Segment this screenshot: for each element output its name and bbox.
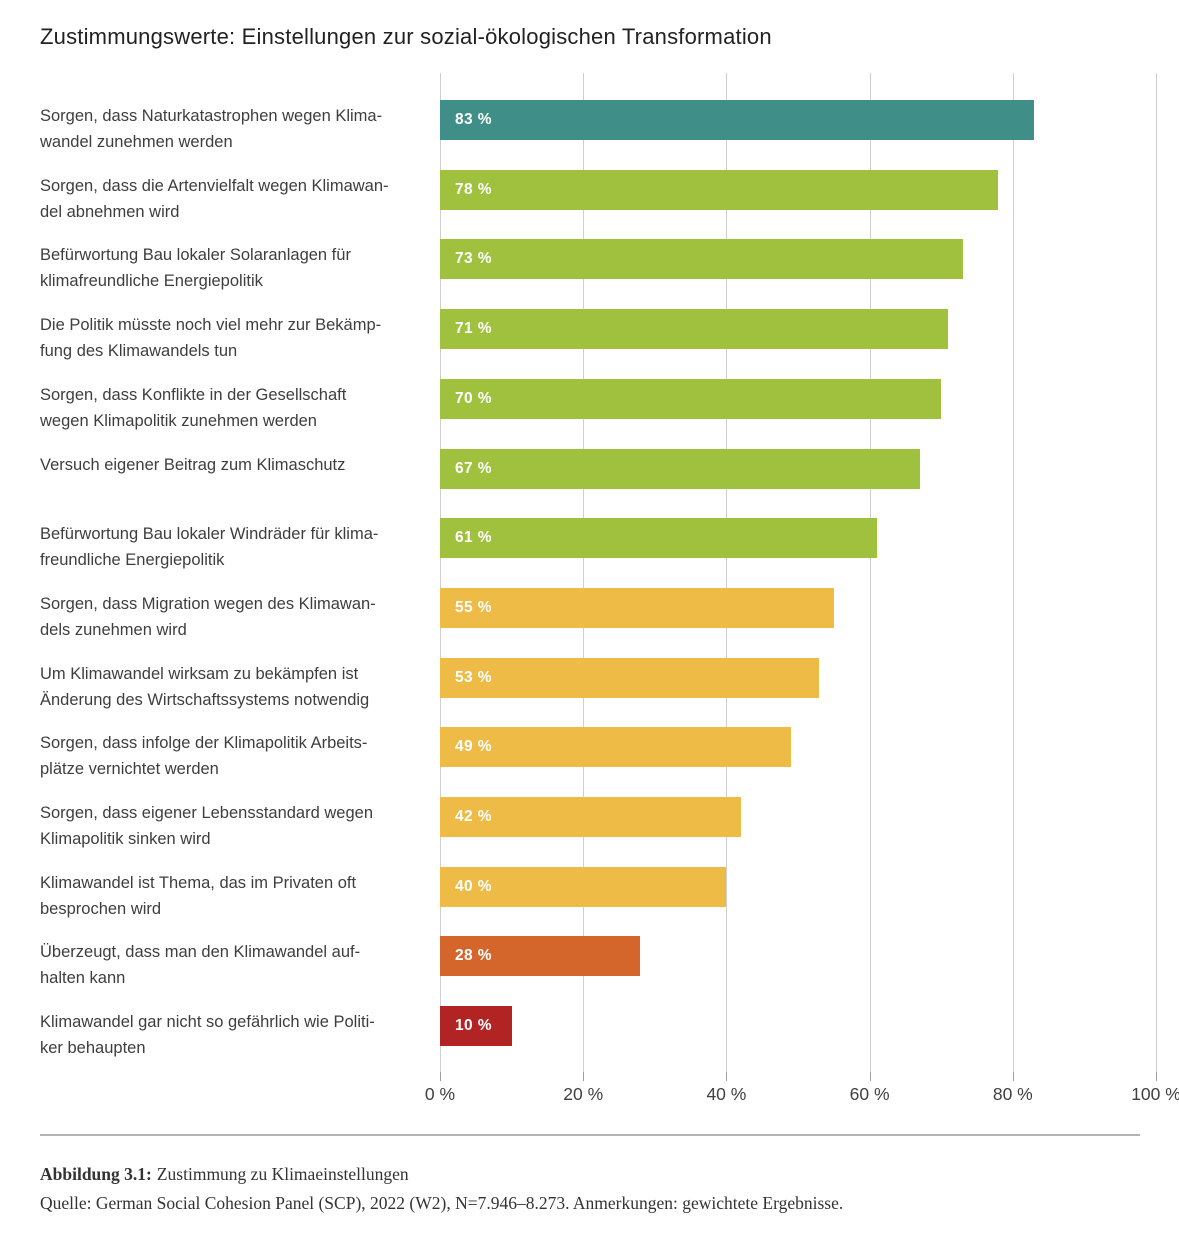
footer-divider [40, 1134, 1140, 1136]
grid-line [1156, 73, 1157, 1072]
bar-category-label: Klimawandel ist Thema, das im Privaten o… [40, 873, 357, 918]
bar-category-label: Sorgen, dass eigener Lebensstandard wege… [40, 804, 373, 848]
bar-value-label: 28 % [455, 947, 492, 965]
figure-source: Quelle: German Social Cohesion Panel (SC… [40, 1193, 844, 1213]
bar-value-label: 61 % [455, 529, 492, 547]
bar: 61 % [440, 518, 877, 559]
figure-caption-text: Zustimmung zu Klimaeinstellungen [156, 1164, 409, 1184]
grid-line [869, 73, 871, 1072]
bar-category-label: Überzeugt, dass man den Klimawandel auf-… [40, 943, 361, 988]
axis-tick [440, 1072, 441, 1081]
figure-caption: Abbildung 3.1: Zustimmung zu Klimaeinstel… [40, 1164, 409, 1185]
bar: 40 % [440, 866, 727, 907]
bar: 71 % [440, 309, 949, 350]
bar: 78 % [440, 169, 999, 210]
axis-tick-label: 0 % [424, 1084, 456, 1104]
axis-tick [726, 1072, 728, 1081]
bar-value-label: 73 % [455, 250, 492, 268]
axis-tick-label: 40 % [706, 1084, 747, 1104]
bar: 55 % [440, 587, 834, 628]
bar-category-label: Sorgen, dass Naturkatastrophen wegen Kli… [40, 107, 383, 151]
figure-caption-label: Abbildung 3.1: [40, 1164, 152, 1184]
axis-tick [1012, 1072, 1014, 1081]
bar-value-label: 49 % [455, 738, 492, 756]
axis-tick-label: 100 % [1131, 1084, 1179, 1104]
bar-category-label: Die Politik müsste noch viel mehr zur Be… [40, 316, 382, 361]
axis-tick-label: 60 % [849, 1084, 890, 1104]
bar-value-label: 40 % [455, 877, 492, 895]
bar-value-label: 78 % [455, 180, 492, 198]
bar-value-label: 55 % [455, 598, 492, 616]
bar-category-label: Befürwortung Bau lokaler Solaranlagen fü… [40, 246, 351, 291]
bar-value-label: 53 % [455, 668, 492, 686]
grid-line [440, 73, 441, 1072]
axis-tick [583, 1072, 585, 1081]
bar: 28 % [440, 936, 641, 977]
bar: 83 % [440, 100, 1035, 140]
bar: 53 % [440, 657, 820, 698]
bar: 70 % [440, 378, 942, 419]
axis-tick [869, 1072, 871, 1081]
bar: 67 % [440, 448, 920, 489]
axis-tick-label: 20 % [563, 1084, 604, 1104]
bar-value-label: 83 % [455, 111, 492, 128]
bar-category-label: Sorgen, dass Konflikte in der Gesellscha… [40, 385, 347, 430]
bar-value-label: 67 % [455, 459, 492, 477]
axis-tick-label: 80 % [992, 1084, 1033, 1104]
bar: 73 % [440, 239, 963, 280]
bar-value-label: 70 % [455, 389, 492, 407]
bar-category-label: Befürwortung Bau lokaler Windräder für k… [40, 525, 379, 570]
bar-category-label: Um Klimawandel wirksam zu bekämpfen ist … [40, 664, 370, 709]
bar: 10 % [440, 1006, 512, 1047]
grid-line [1012, 73, 1014, 1072]
bar-category-label: Klimawandel gar nicht so gefährlich wie … [40, 1013, 375, 1058]
axis-tick [1156, 1072, 1157, 1081]
grid-line [726, 73, 728, 1072]
bar-category-label: Sorgen, dass Migration wegen des Klimawa… [40, 594, 376, 639]
bar-value-label: 10 % [455, 1017, 492, 1035]
bar-category-label: Sorgen, dass infolge der Klimapolitik Ar… [40, 734, 368, 779]
bar-category-label: Versuch eigener Beitrag zum Klimaschutz [40, 455, 346, 474]
bar-value-label: 42 % [455, 808, 492, 825]
bar: 49 % [440, 727, 791, 768]
bar-category-label: Sorgen, dass die Artenvielfalt wegen Kli… [40, 176, 389, 221]
grid-line [583, 73, 585, 1072]
bar-value-label: 71 % [455, 320, 492, 338]
bar: 42 % [440, 797, 741, 837]
chart-title: Zustimmungswerte: Einstellungen zur sozi… [40, 24, 772, 49]
